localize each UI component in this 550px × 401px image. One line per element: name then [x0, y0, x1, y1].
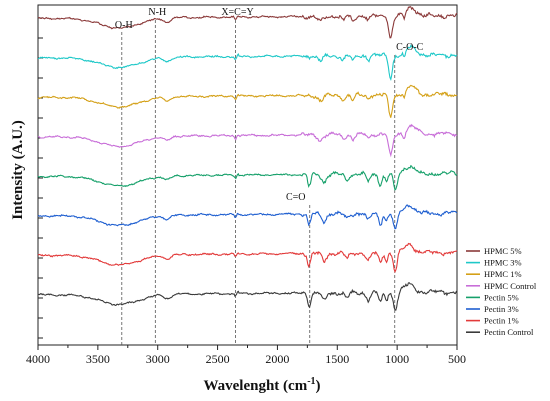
- annotation-label: C-O-C: [396, 42, 424, 53]
- legend-label: HPMC 3%: [484, 258, 522, 268]
- legend-label: HPMC 1%: [484, 269, 522, 279]
- series-line: [37, 282, 458, 311]
- x-tick-label: 3000: [146, 352, 170, 366]
- annotation-label: O-H: [115, 20, 133, 31]
- legend-label: Pectin 3%: [484, 304, 519, 314]
- legend-label: Pectin 1%: [484, 316, 519, 326]
- legend-label: Pectin Control: [484, 327, 534, 337]
- x-tick-label: 1000: [385, 352, 409, 366]
- series-line: [37, 84, 458, 118]
- annotation-label: N-H: [148, 7, 166, 18]
- annotation-label: C=O: [286, 192, 306, 203]
- series-line: [37, 242, 458, 274]
- series-line: [37, 204, 458, 230]
- series-line: [37, 44, 458, 81]
- legend: HPMC 5%HPMC 3%HPMC 1%HPMC ControlPectin …: [466, 246, 537, 337]
- x-tick-label: 4000: [26, 352, 50, 366]
- x-axis-title-main: Wavelenght (cm: [203, 378, 307, 394]
- x-axis-title-close: ): [316, 378, 321, 394]
- x-tick-label: 3500: [86, 352, 110, 366]
- x-axis-title-sup: -1: [307, 376, 315, 387]
- x-tick-label: 1500: [325, 352, 349, 366]
- series-group: [37, 5, 458, 311]
- legend-label: Pectin 5%: [484, 292, 519, 302]
- x-tick-label: 500: [448, 352, 466, 366]
- x-tick-label: 2500: [206, 352, 230, 366]
- legend-label: HPMC Control: [484, 281, 537, 291]
- y-axis-title: Intensity (A.U.): [10, 120, 26, 220]
- x-axis-title: Wavelenght (cm-1): [203, 376, 320, 394]
- annotation-labels: O-H N-H X=C=Y C=O C-O-C: [115, 7, 424, 203]
- x-tick-label: 2000: [265, 352, 289, 366]
- annotation-lines: [121, 20, 396, 345]
- series-line: [37, 5, 458, 39]
- series-line: [37, 164, 458, 191]
- legend-label: HPMC 5%: [484, 246, 522, 256]
- series-line: [37, 123, 458, 158]
- axes: 4000 3500 3000 2500 2000 1500 1000 500: [26, 4, 466, 366]
- annotation-label: X=C=Y: [221, 7, 253, 18]
